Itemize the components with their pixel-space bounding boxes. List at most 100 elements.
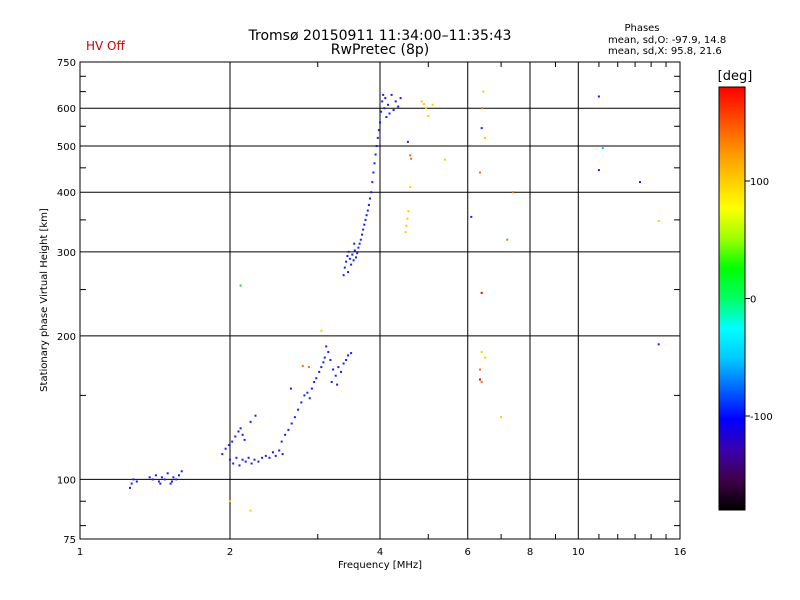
data-point	[350, 352, 353, 355]
data-point	[340, 370, 342, 373]
x-tick-label: 6	[465, 547, 471, 558]
y-tick-label: 100	[57, 475, 76, 486]
data-point	[601, 147, 604, 150]
data-point	[278, 449, 281, 452]
chart-title-line1: Tromsø 20150911 11:34:00–11:35:43	[248, 28, 512, 44]
data-point	[244, 460, 247, 463]
y-tick-label: 750	[57, 58, 76, 69]
data-point	[392, 109, 395, 111]
data-point	[239, 284, 242, 287]
colorbar-tick-label: -100	[750, 412, 773, 423]
data-point	[479, 171, 481, 174]
data-point	[350, 263, 353, 266]
data-point	[166, 472, 169, 475]
data-point	[343, 266, 346, 269]
data-point	[484, 136, 487, 139]
phases-o-stats: mean, sd,O: -97.9, 14.8	[608, 35, 726, 46]
data-point	[376, 136, 379, 139]
data-point	[310, 387, 313, 390]
data-point	[315, 377, 318, 380]
data-point	[382, 93, 385, 96]
data-point	[369, 197, 371, 200]
data-point	[363, 223, 366, 226]
data-point	[365, 214, 368, 217]
data-point	[342, 274, 345, 277]
data-point	[297, 408, 300, 411]
data-point	[261, 456, 264, 459]
data-point	[362, 228, 365, 231]
data-point	[639, 181, 641, 184]
colorbar-ticks: 100 0 -100	[745, 177, 773, 423]
phases-x-stats: mean, sd,X: 95.8, 21.6	[608, 46, 722, 57]
data-point	[171, 480, 173, 483]
data-point	[377, 129, 380, 132]
data-point	[148, 476, 151, 479]
data-point	[290, 422, 293, 425]
data-point	[370, 191, 373, 194]
data-point	[480, 381, 483, 383]
data-point	[327, 351, 330, 353]
data-point	[293, 416, 296, 419]
x-tick-label: 8	[527, 547, 533, 558]
data-point	[250, 462, 253, 465]
data-point	[313, 381, 316, 383]
data-point	[371, 181, 374, 184]
data-point	[479, 368, 481, 371]
data-point	[420, 100, 423, 103]
x-tick-label: 4	[377, 547, 383, 558]
data-point	[221, 453, 224, 456]
data-point	[318, 370, 321, 373]
data-point	[154, 474, 157, 477]
data-point	[410, 157, 413, 160]
chart-title-line2: RwPretec (8p)	[331, 42, 429, 58]
data-point	[300, 401, 303, 404]
data-point	[224, 447, 227, 450]
data-point	[372, 171, 375, 174]
data-point	[352, 259, 355, 262]
data-point	[597, 95, 600, 98]
data-point	[480, 291, 483, 294]
data-point	[512, 191, 515, 194]
data-point	[347, 250, 350, 253]
data-point	[406, 140, 409, 143]
data-point	[159, 482, 162, 485]
data-point	[227, 444, 230, 447]
data-point	[657, 343, 660, 346]
data-points	[129, 90, 660, 512]
data-point	[264, 454, 267, 457]
colorbar-tick-label: 100	[750, 177, 769, 188]
x-axis-ticks: 1 2 4 6 8 10 16	[77, 62, 686, 558]
data-point	[388, 112, 391, 115]
colorbar-unit: [deg]	[718, 69, 753, 84]
data-point	[129, 486, 131, 489]
y-axis-ticks: 75 100 200 300 400 500 600 750	[57, 58, 680, 546]
data-point	[325, 345, 328, 348]
colorbar-tick-label: 0	[750, 295, 756, 306]
hv-status-text: HV Off	[86, 39, 125, 53]
y-tick-label: 200	[57, 332, 76, 343]
data-point	[351, 253, 354, 256]
y-tick-label: 600	[57, 104, 76, 115]
data-point	[160, 476, 163, 479]
data-point	[243, 438, 246, 441]
data-point	[364, 218, 367, 221]
plot-frame	[79, 61, 681, 540]
data-point	[347, 354, 349, 357]
x-axis-label: Frequency [MHz]	[338, 560, 422, 571]
data-point	[301, 364, 304, 367]
data-point	[404, 231, 407, 234]
data-point	[284, 433, 287, 436]
data-point	[357, 246, 360, 249]
data-point	[336, 383, 339, 386]
data-point	[303, 394, 306, 397]
data-point	[163, 478, 166, 481]
data-point	[135, 480, 138, 483]
data-point	[384, 97, 387, 100]
data-point	[180, 470, 183, 473]
data-point	[425, 107, 428, 110]
data-point	[287, 428, 290, 431]
grid-lines	[80, 62, 680, 539]
data-point	[431, 103, 434, 106]
data-point	[274, 454, 277, 457]
